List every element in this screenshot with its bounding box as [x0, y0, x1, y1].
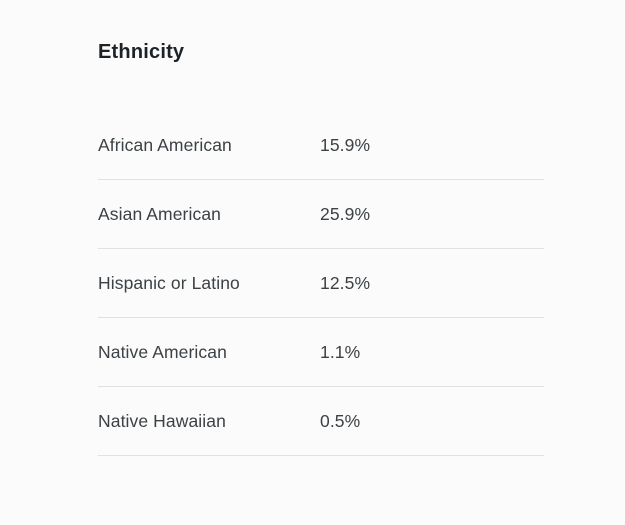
table-row: Native American 1.1% [98, 318, 544, 387]
row-value: 1.1% [320, 341, 361, 362]
row-label: Native American [98, 341, 227, 362]
row-label: Native Hawaiian [98, 410, 226, 431]
table-row: Hispanic or Latino 12.5% [98, 249, 544, 318]
table-row: African American 15.9% [98, 111, 544, 180]
row-value: 12.5% [320, 272, 371, 293]
row-label: African American [98, 134, 232, 155]
row-label: Asian American [98, 203, 221, 224]
table-row: Asian American 25.9% [98, 180, 544, 249]
section-title: Ethnicity [98, 41, 185, 63]
ethnicity-section: Ethnicity African American 15.9% Asian A… [98, 0, 544, 456]
ethnicity-table: African American 15.9% Asian American 25… [98, 111, 544, 456]
row-value: 15.9% [320, 134, 371, 155]
row-value: 25.9% [320, 203, 371, 224]
row-label: Hispanic or Latino [98, 272, 240, 293]
row-value: 0.5% [320, 410, 361, 431]
table-row: Native Hawaiian 0.5% [98, 387, 544, 456]
